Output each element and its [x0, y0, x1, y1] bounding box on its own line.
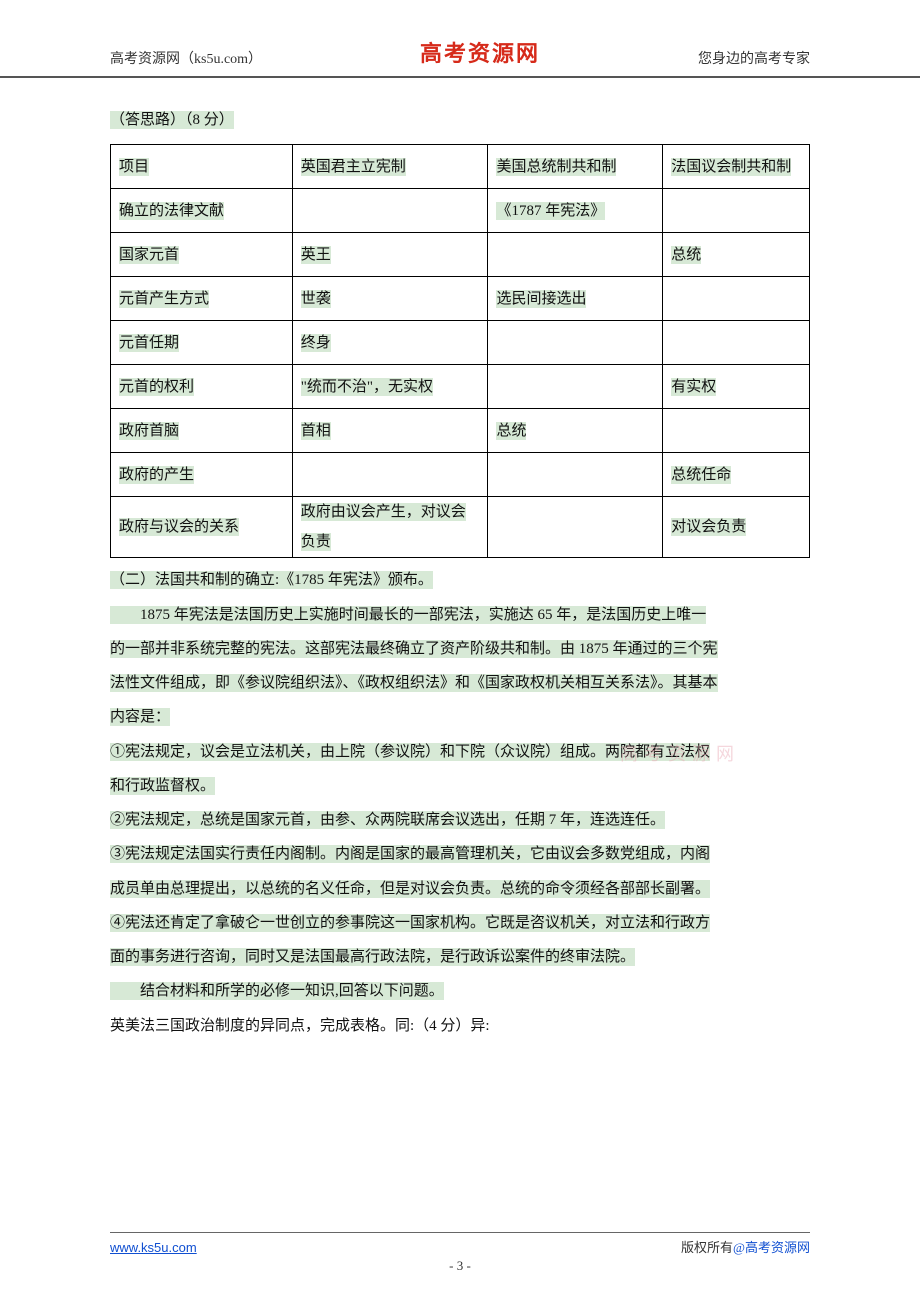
row8-c4: 对议会负责	[671, 518, 746, 536]
row5-c3	[488, 365, 663, 409]
row3-label: 元首产生方式	[119, 290, 209, 308]
th-4: 法国议会制共和制	[671, 158, 791, 176]
row8-c3	[488, 497, 663, 558]
table-header-row: 项目 英国君主立宪制 美国总统制共和制 法国议会制共和制	[111, 145, 810, 189]
row8-c2: 政府由议会产生，对议会负责	[301, 503, 466, 551]
footer-at-icon: @	[733, 1240, 745, 1255]
body-line-0: （二）法国共和制的确立:《1785 年宪法》颁布。	[110, 571, 433, 589]
table-row: 国家元首 英王 总统	[111, 233, 810, 277]
body-line-5: ①宪法规定，议会是立法机关，由上院（参议院）和下院（众议院）组成。两院都有立法权	[110, 743, 710, 761]
row4-c3	[488, 321, 663, 365]
body-line-3: 法性文件组成，即《参议院组织法》、《政权组织法》和《国家政权机关相互关系法》。其…	[110, 674, 718, 692]
row1-c4	[663, 189, 810, 233]
footer-url-link[interactable]: www.ks5u.com	[110, 1240, 197, 1255]
row2-c4: 总统	[671, 246, 701, 264]
body-line-6: 和行政监督权。	[110, 777, 215, 795]
page-header: 高考资源网（ks5u.com） 高考资源网 您身边的高考专家	[0, 0, 920, 78]
row2-c3	[488, 233, 663, 277]
row1-c3: 《1787 年宪法》	[496, 202, 605, 220]
body-line-11: 面的事务进行咨询，同时又是法国最高行政法院，是行政诉讼案件的终审法院。	[110, 948, 635, 966]
row1-label: 确立的法律文献	[119, 202, 224, 220]
row5-c2: "统而不治"，无实权	[301, 378, 433, 396]
body-line-8: ③宪法规定法国实行责任内阁制。内阁是国家的最高管理机关，它由议会多数党组成，内阁	[110, 845, 710, 863]
row3-c3: 选民间接选出	[496, 290, 586, 308]
row7-c4: 总统任命	[671, 466, 731, 484]
row6-label: 政府首脑	[119, 422, 179, 440]
row7-c2	[292, 453, 488, 497]
header-left-text: 高考资源网（ks5u.com）	[110, 48, 262, 68]
body-line-10: ④宪法还肯定了拿破仑一世创立的参事院这一国家机构。它既是咨议机关，对立法和行政方	[110, 914, 710, 932]
body-line-7: ②宪法规定，总统是国家元首，由参、众两院联席会议选出，任期 7 年，连选连任。	[110, 811, 665, 829]
row3-c4	[663, 277, 810, 321]
body-line-4: 内容是：	[110, 708, 170, 726]
row1-c2	[292, 189, 488, 233]
table-row: 元首产生方式 世袭 选民间接选出	[111, 277, 810, 321]
row2-label: 国家元首	[119, 246, 179, 264]
body-line-9: 成员单由总理提出，以总统的名义任命，但是对议会负责。总统的命令须经各部部长副署。	[110, 880, 710, 898]
row6-c4	[663, 409, 810, 453]
footer-left: www.ks5u.com	[110, 1240, 197, 1256]
table-row: 政府首脑 首相 总统	[111, 409, 810, 453]
row2-c2: 英王	[301, 246, 331, 264]
body-line-2: 的一部并非系统完整的宪法。这部宪法最终确立了资产阶级共和制。由 1875 年通过…	[110, 640, 718, 658]
table-row: 确立的法律文献 《1787 年宪法》	[111, 189, 810, 233]
top-note: （答思路）（8 分）	[110, 104, 810, 136]
page-number: - 3 -	[110, 1258, 810, 1274]
table-row: 政府与议会的关系 政府由议会产生，对议会负责 对议会负责	[111, 497, 810, 558]
body-line-12: 结合材料和所学的必修一知识,回答以下问题。	[110, 982, 444, 1000]
comparison-table: 项目 英国君主立宪制 美国总统制共和制 法国议会制共和制 确立的法律文献 《17…	[110, 144, 810, 558]
footer-right: 版权所有@高考资源网	[681, 1237, 810, 1256]
top-note-text: （答思路）（8 分）	[110, 111, 234, 129]
row5-c4: 有实权	[671, 378, 716, 396]
row6-c3: 总统	[496, 422, 526, 440]
footer-brand: 高考资源网	[745, 1240, 810, 1255]
row7-c3	[488, 453, 663, 497]
row4-c4	[663, 321, 810, 365]
row8-label: 政府与议会的关系	[119, 518, 239, 536]
header-right-text: 您身边的高考专家	[698, 48, 810, 68]
th-1: 项目	[119, 158, 149, 176]
table-row: 政府的产生 总统任命	[111, 453, 810, 497]
row3-c2: 世袭	[301, 290, 331, 308]
header-center-brand: 高考资源网	[420, 36, 540, 68]
row5-label: 元首的权利	[119, 378, 194, 396]
row4-label: 元首任期	[119, 334, 179, 352]
row6-c2: 首相	[301, 422, 331, 440]
footer-right-prefix: 版权所有	[681, 1240, 733, 1255]
row4-c2: 终身	[301, 334, 331, 352]
th-2: 英国君主立宪制	[301, 158, 406, 176]
body-line-1: 1875 年宪法是法国历史上实施时间最长的一部宪法，实施达 65 年，是法国历史…	[110, 606, 706, 624]
row7-label: 政府的产生	[119, 466, 194, 484]
content-area: （答思路）（8 分） 项目 英国君主立宪制 美国总统制共和制 法国议会制共和制 …	[0, 104, 920, 1134]
page-footer: www.ks5u.com 版权所有@高考资源网 - 3 -	[110, 1232, 810, 1274]
table-row: 元首任期 终身	[111, 321, 810, 365]
table-row: 元首的权利 "统而不治"，无实权 有实权	[111, 365, 810, 409]
th-3: 美国总统制共和制	[496, 158, 616, 176]
body-line-13: 英美法三国政治制度的异同点，完成表格。同:（4 分）异:	[110, 1018, 490, 1034]
